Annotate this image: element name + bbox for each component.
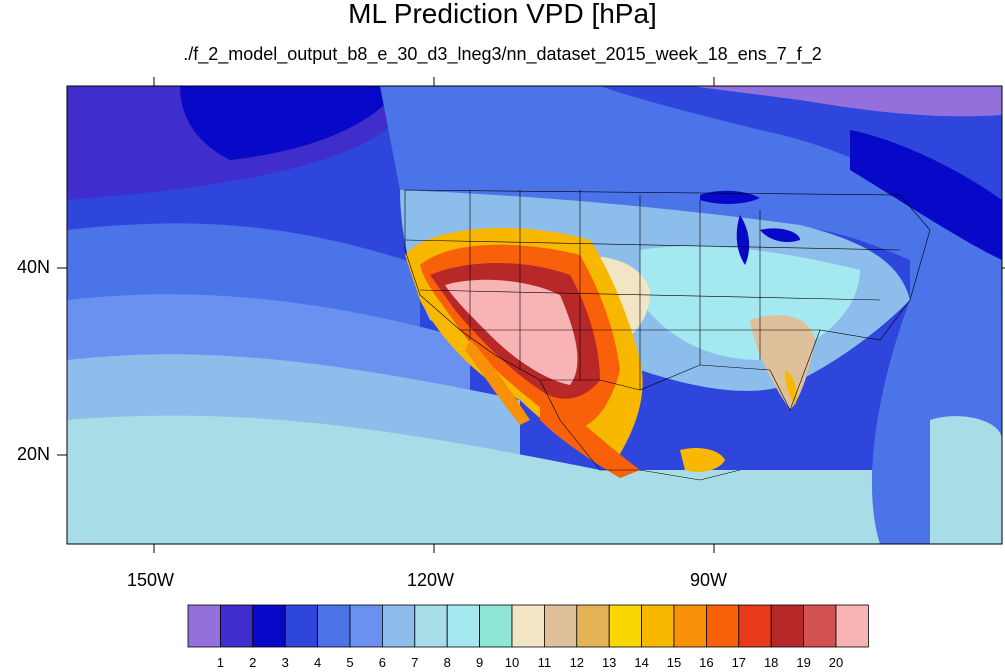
colorbar-tick-label: 14	[634, 655, 649, 670]
colorbar-tick-label: 12	[569, 655, 585, 670]
colorbar-swatch	[187, 604, 221, 648]
colorbar-tick-label: 15	[666, 655, 682, 670]
colorbar-tick-label: 18	[763, 655, 779, 670]
vpd-field	[67, 86, 1002, 544]
colorbar-swatch	[673, 604, 707, 648]
political-boundaries	[404, 189, 931, 481]
colorbar-swatch	[414, 604, 448, 648]
colorbar-swatch	[511, 604, 545, 648]
colorbar-swatch	[608, 604, 643, 648]
colorbar-tick-label: 19	[796, 655, 811, 670]
lat-label-40n: 40N	[17, 257, 51, 277]
colorbar-tick-label: 16	[699, 655, 714, 670]
colorbar-swatch	[738, 604, 772, 648]
colorbar-swatch	[803, 604, 837, 648]
lon-label-120w: 120W	[407, 570, 455, 590]
colorbar-tick-label: 11	[537, 655, 552, 670]
colorbar-swatch	[317, 604, 351, 648]
lon-label-90w: 90W	[690, 570, 728, 590]
colorbar-swatch	[706, 604, 740, 648]
colorbar-swatch	[479, 604, 513, 648]
lat-label-20n: 20N	[17, 444, 51, 464]
colorbar-tick-label: 9	[475, 655, 484, 670]
colorbar-tick-label: 7	[411, 655, 419, 670]
colorbar-tick-label: 20	[828, 655, 844, 670]
colorbar-tick-label: 17	[731, 655, 747, 670]
colorbar-tick-label: 13	[601, 655, 617, 670]
colorbar-swatch	[770, 604, 805, 648]
colorbar	[187, 604, 869, 648]
colorbar-tick-label: 10	[504, 655, 520, 670]
colorbar-tick-label: 2	[249, 655, 257, 670]
colorbar-swatch	[349, 604, 383, 648]
colorbar-tick-label: 6	[378, 655, 386, 670]
map-frame	[66, 85, 1003, 545]
colorbar-swatch	[446, 604, 481, 648]
colorbar-swatch	[544, 604, 578, 648]
axis-ticks	[57, 77, 1005, 553]
map-title: ML Prediction VPD [hPa]	[348, 0, 657, 29]
colorbar-tick-label: 5	[346, 655, 354, 670]
colorbar-swatch	[252, 604, 286, 648]
colorbar-tick-label: 3	[281, 655, 289, 670]
colorbar-swatch	[835, 604, 869, 648]
colorbar-swatch	[576, 604, 610, 648]
map-subtitle: ./f_2_model_output_b8_e_30_d3_lneg3/nn_d…	[183, 44, 822, 64]
colorbar-swatch	[219, 604, 254, 648]
colorbar-swatch	[641, 604, 675, 648]
colorbar-swatch	[381, 604, 416, 648]
colorbar-tick-label: 1	[216, 655, 224, 670]
lon-label-150w: 150W	[127, 570, 175, 590]
colorbar-tick-label: 4	[313, 655, 322, 670]
colorbar-tick-label: 8	[443, 655, 451, 670]
colorbar-swatch	[284, 604, 319, 648]
